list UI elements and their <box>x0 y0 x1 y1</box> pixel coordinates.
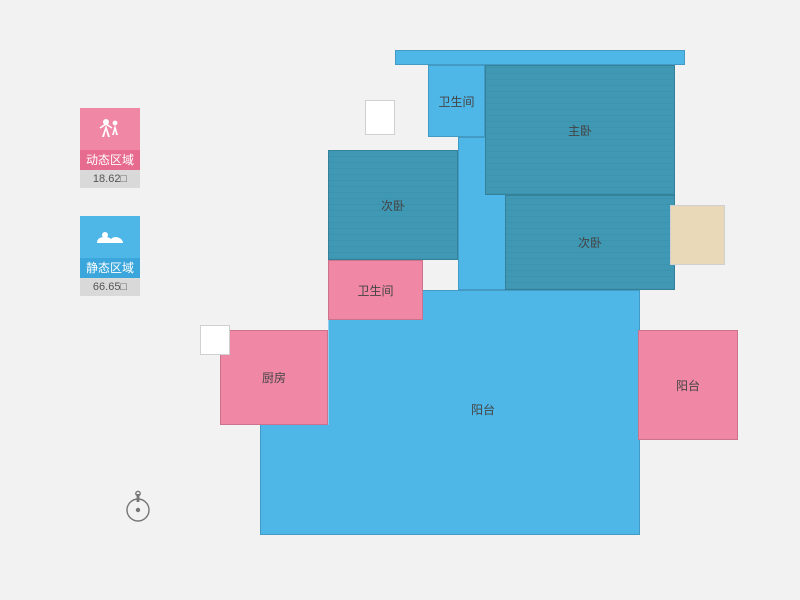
legend: 动态区域 18.62□ 静态区域 66.65□ <box>80 108 140 324</box>
legend-dynamic-value: 18.62□ <box>80 170 140 188</box>
legend-static: 静态区域 66.65□ <box>80 216 140 296</box>
legend-static-value: 66.65□ <box>80 278 140 296</box>
floor-plan: 阳台主卧卫生间次卧次卧卫生间厨房阳台 <box>200 50 740 560</box>
legend-static-label: 静态区域 <box>80 258 140 278</box>
compass-icon <box>120 490 156 526</box>
sleeping-icon <box>80 216 140 258</box>
canvas: 动态区域 18.62□ 静态区域 66.65□ 阳台主卧卫生间次卧次卧卫生间厨房… <box>0 0 800 600</box>
legend-dynamic-label: 动态区域 <box>80 150 140 170</box>
people-icon <box>80 108 140 150</box>
legend-dynamic: 动态区域 18.62□ <box>80 108 140 188</box>
plan-outline <box>218 50 740 538</box>
